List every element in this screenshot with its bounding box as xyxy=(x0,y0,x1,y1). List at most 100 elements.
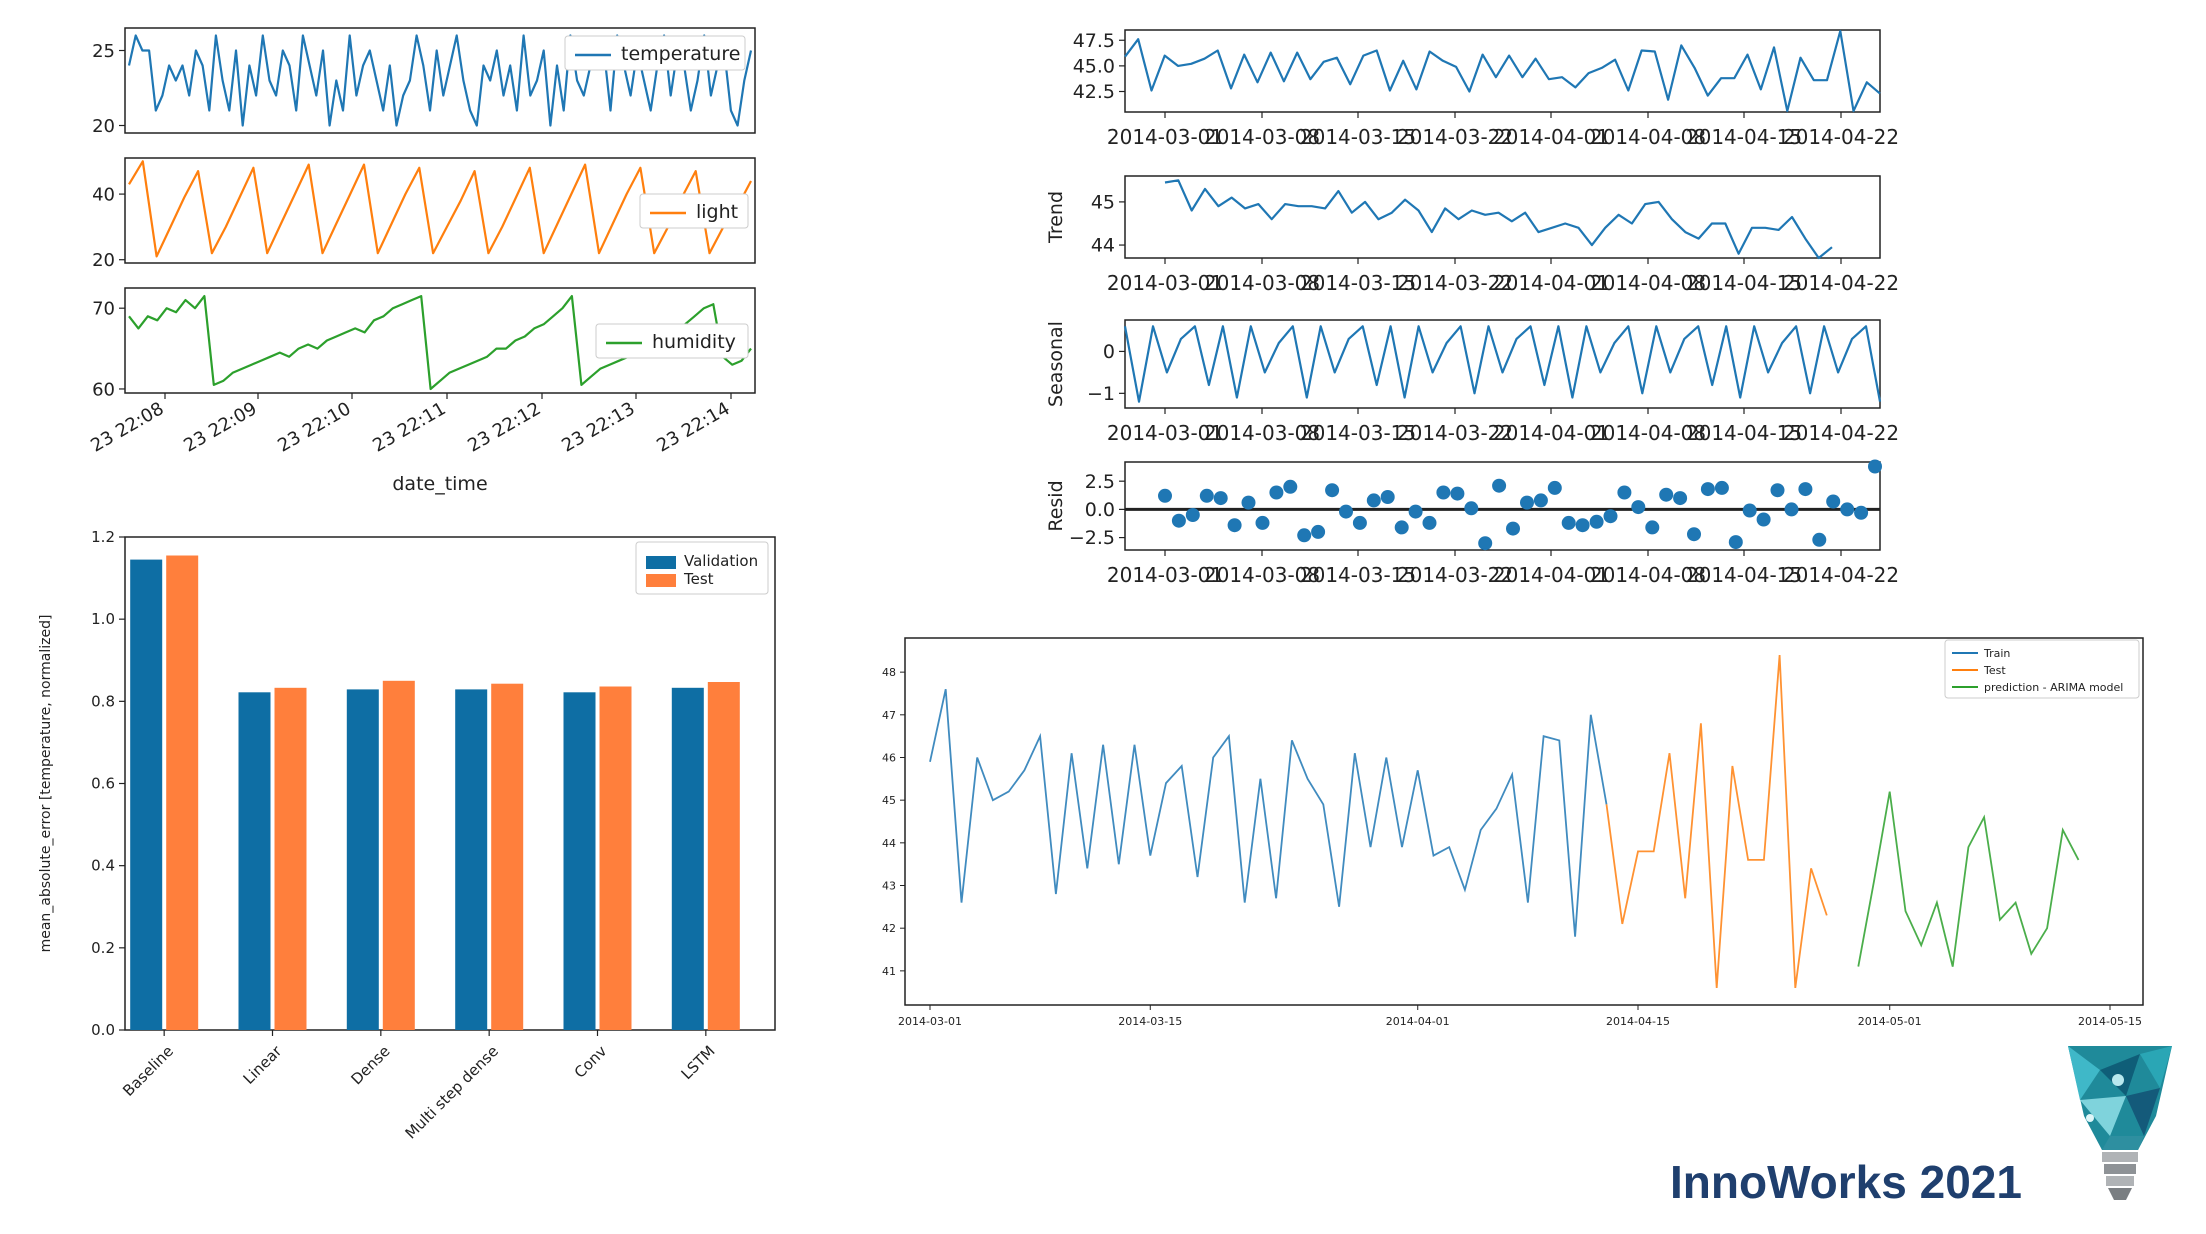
resid-point xyxy=(1742,503,1757,518)
resid-point xyxy=(1547,480,1562,495)
decomp-x-tick-label: 2014-03-15 xyxy=(1300,271,1416,295)
decomp-x-tick-label: 2014-04-08 xyxy=(1590,125,1706,149)
mae-bar-test xyxy=(491,683,524,1030)
decomp-x-tick-label: 2014-04-15 xyxy=(1686,563,1802,587)
sensor-light-tick-label: 20 xyxy=(92,250,115,271)
decomp-resid-tick-label: 2.5 xyxy=(1085,471,1115,493)
resid-point xyxy=(1158,488,1172,503)
resid-point xyxy=(1297,528,1312,543)
decomp-x-tick-label: 2014-03-15 xyxy=(1300,563,1416,587)
resid-point xyxy=(1199,488,1214,503)
resid-point xyxy=(1436,485,1451,500)
decomp-x-tick-label: 2014-03-22 xyxy=(1397,563,1513,587)
brand-title: InnoWorks 2021 xyxy=(1670,1156,2022,1208)
decomp-trend-tick-label: 44 xyxy=(1091,235,1115,257)
resid-point xyxy=(1617,485,1632,500)
decomp-x-tick-label: 2014-04-22 xyxy=(1783,271,1899,295)
mae-bar-test xyxy=(166,555,199,1030)
decomp-resid-tick-label: 0.0 xyxy=(1085,499,1115,521)
resid-point xyxy=(1659,487,1674,502)
resid-point xyxy=(1673,491,1688,506)
sensor-x-tick-label: 23 22:08 xyxy=(87,398,167,456)
resid-point xyxy=(1784,502,1799,517)
resid-point xyxy=(1714,480,1729,495)
resid-point xyxy=(1380,490,1395,504)
arima-y-tick-label: 48 xyxy=(882,666,896,679)
arima-x-tick-label: 2014-03-15 xyxy=(1118,1015,1182,1028)
arima-y-tick-label: 42 xyxy=(882,922,896,935)
resid-point xyxy=(1422,515,1437,530)
mae-bar-test xyxy=(707,682,740,1030)
legend-light-label: light xyxy=(696,201,738,223)
mae-x-tick-label: Baseline xyxy=(119,1042,177,1100)
resid-point xyxy=(1798,482,1813,497)
decomp-x-tick-label: 2014-04-15 xyxy=(1686,421,1802,445)
decomp-x-tick-label: 2014-04-08 xyxy=(1590,421,1706,445)
resid-point xyxy=(1366,493,1381,508)
sensor-humidity-tick-label: 60 xyxy=(92,379,115,400)
decomp-x-tick-label: 2014-03-22 xyxy=(1397,125,1513,149)
decomp-x-tick-label: 2014-04-15 xyxy=(1686,125,1802,149)
decomp-x-tick-label: 2014-03-08 xyxy=(1204,563,1320,587)
mae-y-tick-label: 0.4 xyxy=(91,857,115,875)
mae-bar-test xyxy=(274,687,307,1030)
decomp-observed-tick-label: 47.5 xyxy=(1073,30,1115,52)
arima-series-train xyxy=(929,689,1608,937)
resid-point xyxy=(1227,518,1242,533)
legend-temperature xyxy=(564,35,746,71)
decomp-x-tick-label: 2014-03-15 xyxy=(1300,421,1416,445)
resid-point xyxy=(1561,515,1576,530)
resid-point xyxy=(1241,495,1256,510)
resid-point xyxy=(1826,494,1841,509)
sensor-x-tick-label: 23 22:09 xyxy=(180,398,260,456)
resid-point xyxy=(1575,518,1590,533)
resid-point xyxy=(1171,513,1186,528)
decomp-x-tick-label: 2014-04-01 xyxy=(1493,271,1609,295)
decomp-x-tick-label: 2014-03-08 xyxy=(1204,421,1320,445)
arima-legend-label: Test xyxy=(1983,664,2006,677)
decomp-series-observed xyxy=(1124,29,1881,113)
sensor-panel-light xyxy=(124,157,756,264)
decomp-series-trend xyxy=(1164,179,1833,260)
arima-y-tick-label: 46 xyxy=(882,751,896,764)
decomp-x-tick-label: 2014-03-08 xyxy=(1204,125,1320,149)
decomp-seasonal-tick-label: −1 xyxy=(1087,383,1115,405)
mae-x-tick-label: LSTM xyxy=(678,1042,719,1083)
mae-bar-validation xyxy=(130,559,163,1030)
mae-y-tick-label: 1.2 xyxy=(91,528,115,546)
resid-point xyxy=(1687,527,1701,542)
resid-point xyxy=(1589,514,1604,529)
mae-legend-label: Validation xyxy=(684,552,758,570)
mae-x-tick-label: Linear xyxy=(240,1042,286,1088)
resid-point xyxy=(1255,515,1270,530)
mae-legend-swatch xyxy=(646,574,676,587)
legend-humidity-label: humidity xyxy=(652,331,736,353)
arima-y-tick-label: 43 xyxy=(882,880,896,893)
sensor-temperature-tick-label: 25 xyxy=(92,41,115,62)
resid-point xyxy=(1728,535,1743,550)
decomp-seasonal-tick-label: 0 xyxy=(1103,341,1115,363)
resid-point xyxy=(1311,524,1326,539)
mae-y-tick-label: 0.2 xyxy=(91,939,115,957)
resid-point xyxy=(1645,520,1660,535)
arima-y-tick-label: 45 xyxy=(882,794,896,807)
mae-legend-label: Test xyxy=(683,570,714,588)
mae-y-tick-label: 1.0 xyxy=(91,610,115,628)
resid-point xyxy=(1325,483,1340,498)
mae-x-tick-label: Conv xyxy=(571,1042,611,1082)
mae-bar-validation xyxy=(563,692,596,1030)
resid-point xyxy=(1603,509,1618,524)
decomp-panel-seasonal xyxy=(1124,319,1881,409)
arima-y-tick-label: 44 xyxy=(882,837,896,850)
decomp-x-tick-label: 2014-03-01 xyxy=(1107,125,1223,149)
decomp-panel-resid xyxy=(1124,461,1881,551)
legend-temperature-label: temperature xyxy=(621,43,740,65)
resid-point xyxy=(1213,491,1228,506)
arima-legend xyxy=(1944,639,2140,699)
resid-point xyxy=(1700,482,1715,497)
decomp-x-tick-label: 2014-04-01 xyxy=(1493,563,1609,587)
decomp-x-tick-label: 2014-04-01 xyxy=(1493,125,1609,149)
decomp-x-tick-label: 2014-03-01 xyxy=(1107,421,1223,445)
sensor-light-tick-label: 40 xyxy=(92,184,115,205)
